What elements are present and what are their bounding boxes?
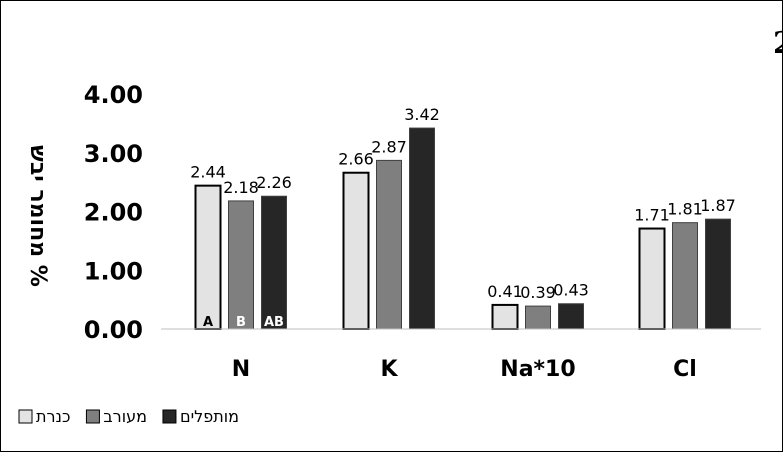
bar [194,184,222,330]
x-tick-label: Na*10 [500,357,575,382]
y-tick-label: 1.00 [84,257,143,285]
significance-letter: AB [264,315,284,330]
bar [409,127,435,330]
bar [525,305,551,330]
data-label: 2.44 [190,163,226,182]
bar-group: 2.44 A 2.18 B 2.26 AB [190,163,292,330]
bar [491,303,519,331]
data-label: 3.42 [404,105,440,124]
x-tick-label: K [380,357,398,382]
bar [228,200,254,330]
legend-swatch [162,409,177,424]
legend-swatch [85,409,100,424]
bar [342,171,370,330]
data-label: 2.87 [371,137,407,156]
legend-label: מותפלים [180,407,239,426]
y-axis-ticks: 0.00 1.00 2.00 3.00 4.00 [84,81,143,344]
legend-item: מעורב [85,407,147,426]
significance-letter: B [236,315,246,330]
y-tick-label: 4.00 [84,81,143,109]
x-tick-label: N [232,357,250,382]
data-label: 0.41 [487,282,523,301]
bar [705,218,731,330]
y-axis-label: % מחומר יבש [25,145,50,287]
bar [261,195,287,330]
y-tick-label: 2.00 [84,199,143,227]
bar [638,227,666,331]
data-label: 1.71 [634,206,670,225]
legend-swatch [18,409,33,424]
bars: 2.44 A 2.18 B 2.26 AB 2.662.87 3.42 0.410.390.43… [190,105,736,331]
bar-group: 0.410.390.43 [487,281,589,331]
legend-item: כנרת [18,407,70,426]
y-tick-label: 3.00 [84,140,143,168]
bar [376,159,402,330]
bar-group: 2.662.87 3.42 [338,105,440,330]
bar [558,303,584,330]
legend-label: מעורב [103,407,147,426]
x-tick-label: Cl [673,357,697,382]
bar-group: 1.711.811.87 [634,196,736,331]
significance-letter: A [203,315,213,330]
data-label: 0.43 [553,281,589,300]
y-tick-label: 0.00 [84,316,143,344]
data-label: 1.87 [700,196,736,215]
data-label: 2.26 [256,173,292,192]
data-label: 0.39 [520,283,556,302]
bar [672,222,698,330]
data-label: 2.66 [338,150,374,169]
x-axis-ticks: N K Na*10 Cl [232,357,697,382]
legend-label: כנרת [36,407,70,426]
legend-item: מותפלים [162,407,239,426]
data-label: 1.81 [667,200,703,219]
legend: כנרת מעורב מותפלים [18,407,239,426]
data-label: 2.18 [223,178,259,197]
chart-title: ריכוז יסודות המזון בעלים, קיץ 2018 [773,26,783,61]
